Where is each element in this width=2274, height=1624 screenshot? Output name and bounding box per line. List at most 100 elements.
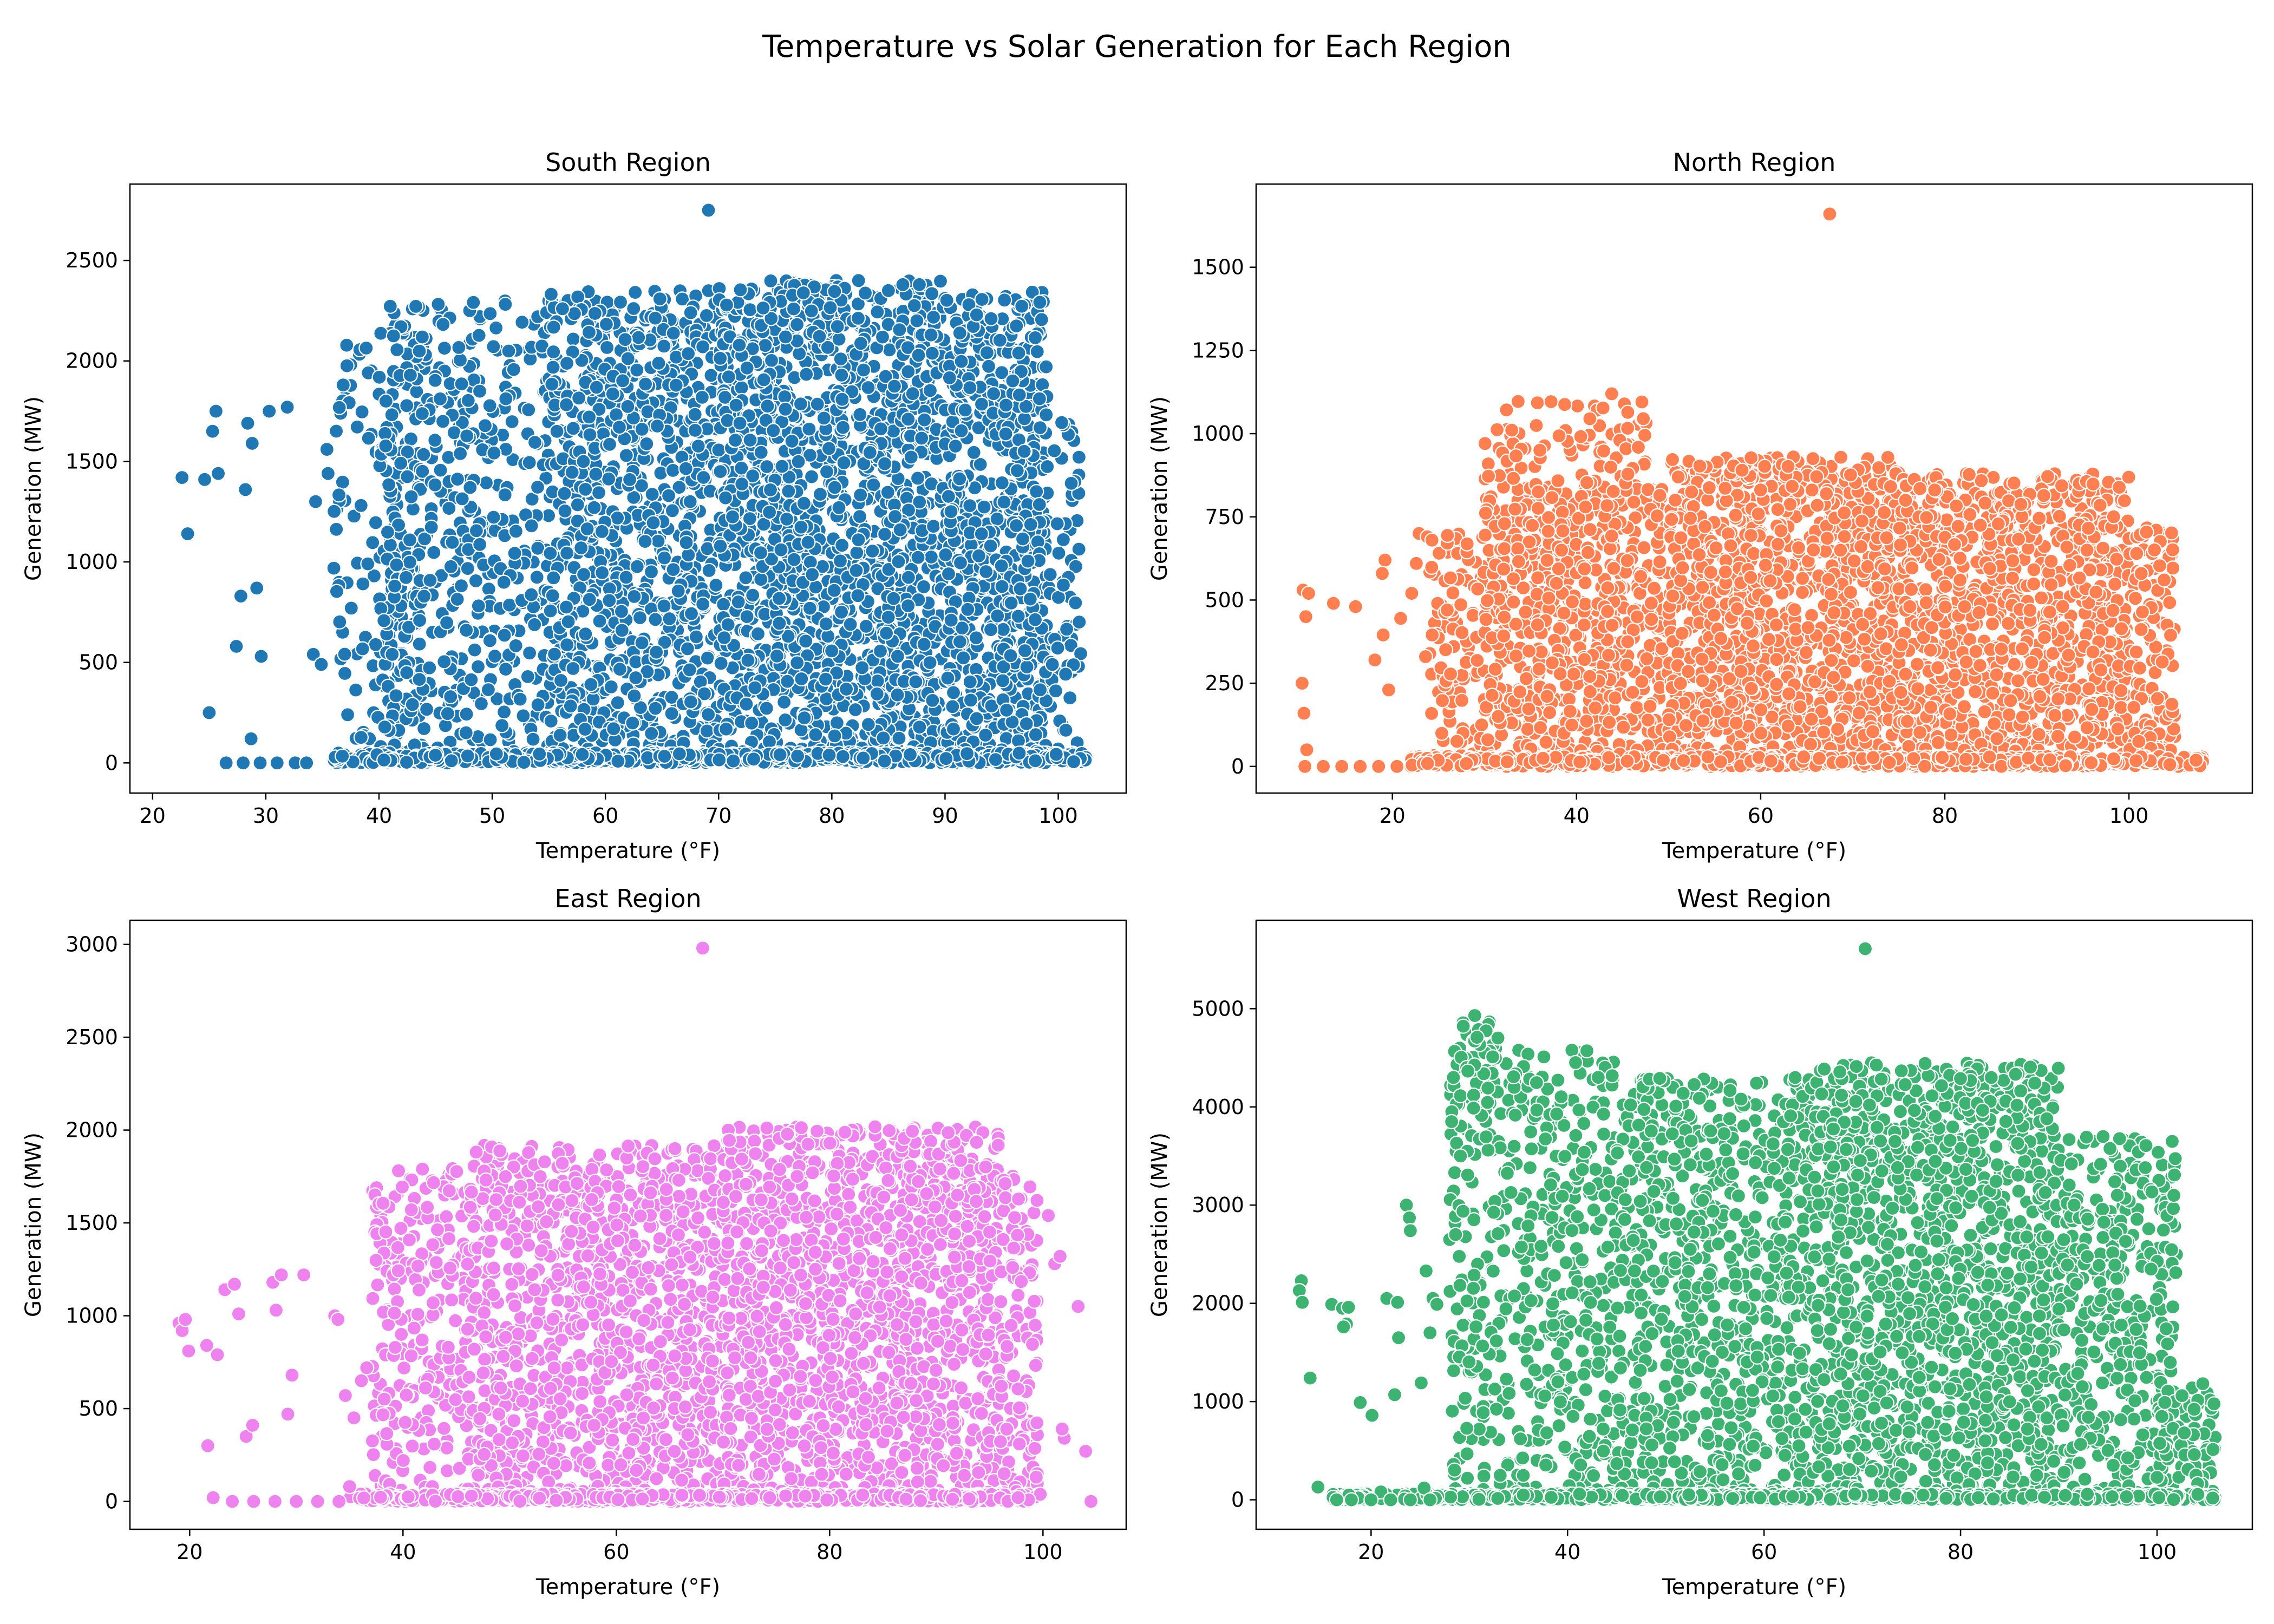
data-point: [426, 545, 442, 560]
data-point: [812, 329, 827, 344]
data-point: [1424, 705, 1440, 722]
data-point: [773, 542, 789, 558]
data-point: [366, 568, 382, 584]
data-point: [816, 410, 832, 426]
data-point: [240, 415, 256, 431]
data-point: [1424, 559, 1440, 575]
data-point: [801, 421, 817, 437]
data-point: [402, 532, 418, 548]
data-point: [546, 344, 561, 360]
data-point: [753, 444, 769, 460]
data-point: [1009, 463, 1025, 479]
data-point: [994, 475, 1010, 491]
x-tick-label: 70: [705, 804, 731, 828]
data-point: [848, 562, 864, 579]
data-point: [887, 509, 903, 525]
data-point: [628, 670, 644, 686]
data-point: [945, 699, 960, 715]
data-point: [1031, 391, 1048, 407]
data-point: [1050, 640, 1066, 656]
data-point: [831, 500, 847, 515]
data-point: [515, 708, 531, 724]
data-point: [497, 487, 513, 503]
data-point: [924, 286, 940, 302]
data-point: [373, 325, 389, 341]
data-point: [1424, 627, 1440, 643]
data-point: [496, 627, 512, 643]
data-point: [976, 499, 992, 515]
data-point: [978, 564, 994, 580]
data-point: [733, 282, 748, 298]
data-point: [644, 725, 659, 742]
data-point: [388, 687, 404, 704]
data-point: [400, 469, 415, 484]
data-point: [1449, 734, 1465, 749]
data-point: [482, 398, 498, 414]
data-point: [398, 569, 414, 585]
data-point: [720, 617, 736, 633]
data-point: [459, 428, 475, 444]
data-point: [880, 484, 896, 500]
data-point: [648, 310, 663, 326]
data-point: [962, 380, 978, 396]
data-point: [939, 292, 955, 308]
data-point: [508, 638, 524, 654]
data-point: [922, 383, 938, 398]
data-point: [966, 444, 982, 460]
data-point: [589, 379, 604, 395]
data-point: [1018, 716, 1034, 732]
data-point: [262, 403, 277, 419]
data-point: [694, 389, 710, 405]
data-point: [402, 554, 418, 570]
data-point: [360, 556, 376, 572]
data-point: [932, 273, 949, 289]
data-point: [637, 533, 653, 549]
data-point: [1066, 754, 1082, 770]
data-point: [711, 442, 727, 458]
data-point: [252, 755, 268, 771]
data-point: [908, 674, 924, 690]
data-point: [968, 630, 984, 646]
data-point: [454, 415, 471, 430]
data-point: [1071, 449, 1087, 465]
data-point: [713, 656, 729, 671]
data-point: [925, 309, 942, 325]
data-point: [721, 369, 736, 385]
data-point: [747, 680, 763, 696]
data-point: [853, 336, 869, 351]
data-point: [829, 715, 845, 731]
data-point: [411, 612, 428, 628]
data-point: [701, 202, 716, 218]
data-point: [617, 332, 633, 348]
south-region-points: [174, 202, 1094, 771]
data-point: [498, 297, 513, 312]
data-point: [403, 431, 419, 447]
data-point: [819, 464, 835, 480]
data-point: [886, 591, 901, 606]
data-point: [467, 642, 482, 658]
data-point: [615, 373, 631, 389]
data-point: [1058, 621, 1075, 637]
data-point: [1027, 330, 1043, 346]
data-point: [1011, 345, 1027, 361]
data-point: [441, 500, 457, 516]
data-point: [860, 717, 876, 732]
data-point: [656, 338, 672, 354]
data-point: [558, 397, 574, 412]
data-point: [602, 593, 617, 608]
data-point: [938, 751, 954, 767]
data-point: [802, 600, 818, 616]
data-point: [586, 500, 602, 515]
data-point: [417, 531, 433, 547]
data-point: [472, 383, 488, 399]
data-point: [576, 454, 591, 469]
data-point: [995, 673, 1011, 689]
data-point: [559, 355, 575, 371]
data-point: [1055, 577, 1071, 593]
data-point: [570, 289, 586, 305]
data-point: [923, 327, 939, 343]
data-point: [488, 746, 504, 762]
data-point: [446, 425, 462, 441]
data-point: [331, 487, 347, 503]
data-point: [890, 649, 906, 664]
